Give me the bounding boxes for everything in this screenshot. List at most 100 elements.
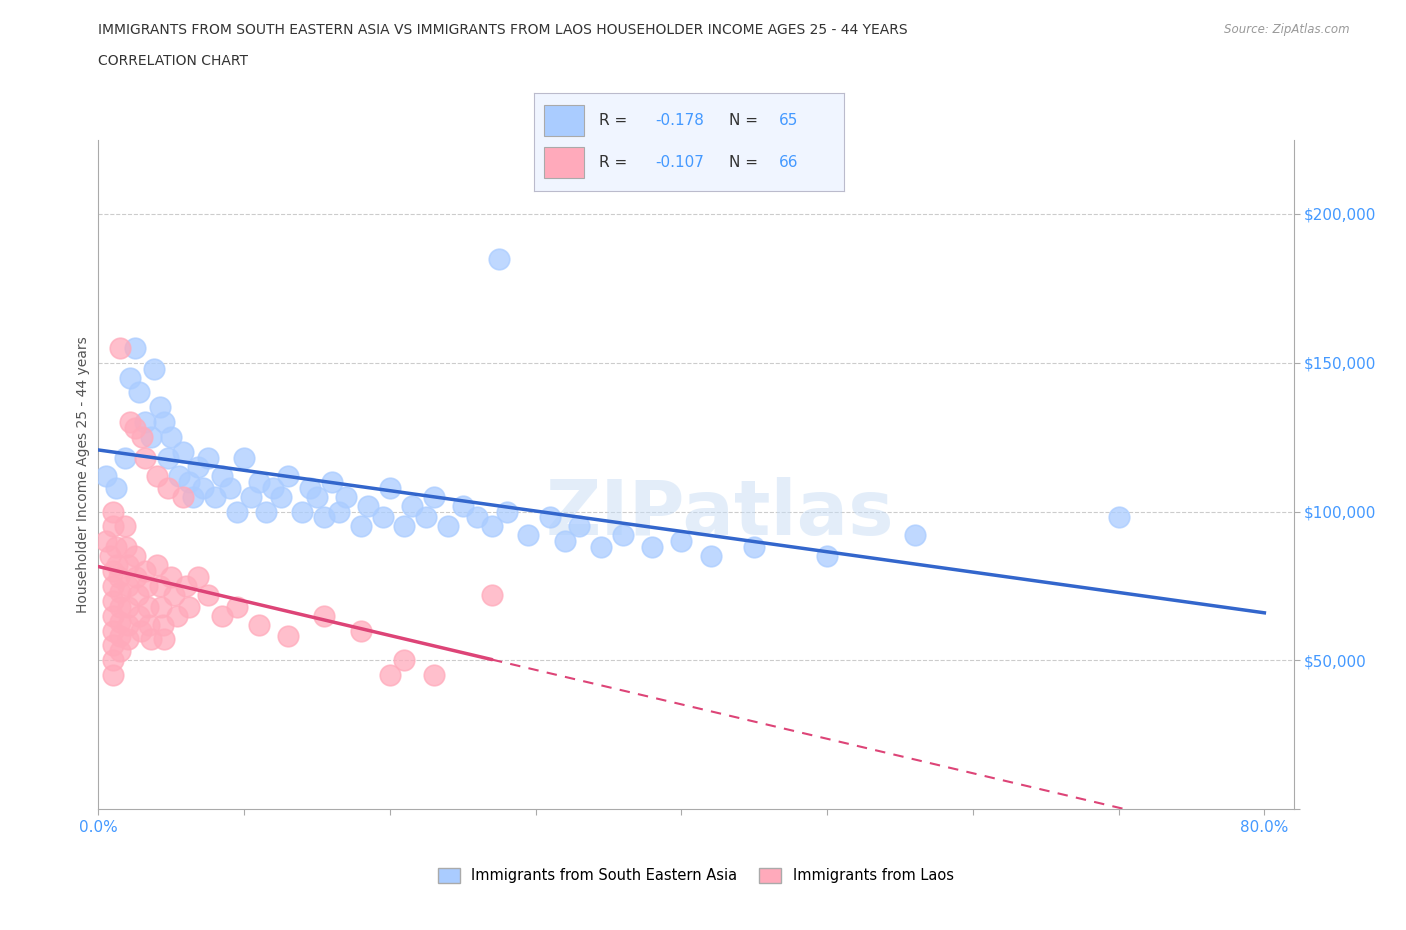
Point (101, 504, 124, 519)
Bar (544, 147, 583, 178)
Point (394, 653, 416, 668)
Point (422, 668, 444, 683)
Text: N =: N = (730, 154, 763, 170)
Point (181, 489, 204, 504)
Point (153, 632, 176, 647)
Point (401, 498, 423, 513)
Point (131, 430, 153, 445)
Point (172, 489, 194, 504)
Point (145, 558, 167, 573)
Point (160, 430, 183, 445)
Point (247, 474, 270, 489)
Point (517, 528, 540, 543)
Bar (544, 105, 583, 136)
Point (350, 623, 373, 638)
Point (225, 504, 247, 519)
Point (142, 361, 165, 376)
Point (129, 623, 152, 638)
Point (193, 480, 215, 495)
Point (270, 489, 292, 504)
Point (437, 519, 460, 534)
Point (101, 638, 124, 653)
Point (110, 629, 132, 644)
Text: R =: R = (599, 154, 633, 170)
Point (167, 469, 190, 484)
Point (128, 608, 150, 623)
Legend: Immigrants from South Eastern Asia, Immigrants from Laos: Immigrants from South Eastern Asia, Immi… (432, 862, 960, 889)
Point (114, 450, 136, 465)
Point (481, 588, 503, 603)
Point (612, 528, 634, 543)
Point (357, 498, 380, 513)
Point (117, 578, 139, 593)
Point (394, 519, 416, 534)
Point (110, 614, 132, 629)
Point (568, 519, 591, 534)
Text: R =: R = (599, 113, 633, 127)
Point (481, 519, 503, 534)
Point (128, 385, 150, 400)
Point (225, 599, 247, 614)
Point (108, 569, 131, 584)
Point (101, 593, 124, 608)
Point (134, 450, 156, 465)
Point (134, 415, 156, 430)
Point (110, 340, 132, 355)
Point (335, 489, 357, 504)
Text: N =: N = (730, 113, 763, 127)
Point (554, 534, 576, 549)
Point (903, 528, 925, 543)
Point (104, 480, 127, 495)
Point (254, 504, 277, 519)
Y-axis label: Householder Income Ages 25 - 44 years: Householder Income Ages 25 - 44 years (76, 336, 90, 613)
Point (150, 599, 173, 614)
Point (117, 599, 139, 614)
Point (277, 629, 299, 644)
Point (467, 510, 489, 525)
Point (127, 588, 149, 603)
Point (153, 415, 176, 430)
Text: CORRELATION CHART: CORRELATION CHART (98, 54, 249, 68)
Point (177, 474, 200, 489)
Point (197, 450, 219, 465)
Point (134, 564, 156, 578)
Point (157, 450, 180, 465)
Point (314, 608, 336, 623)
Point (101, 578, 124, 593)
Point (186, 569, 208, 584)
Point (815, 549, 838, 564)
Point (699, 549, 721, 564)
Point (298, 480, 321, 495)
Point (415, 510, 437, 525)
Point (218, 480, 240, 495)
Point (172, 445, 194, 459)
Text: 66: 66 (779, 154, 799, 170)
Point (321, 474, 343, 489)
Point (160, 569, 183, 584)
Point (139, 430, 162, 445)
Point (152, 618, 174, 632)
Point (135, 578, 157, 593)
Point (114, 519, 136, 534)
Point (98, 549, 121, 564)
Point (378, 480, 401, 495)
Point (671, 534, 693, 549)
Point (145, 469, 167, 484)
Point (451, 498, 474, 513)
Point (186, 459, 208, 474)
Point (125, 569, 148, 584)
Point (211, 608, 233, 623)
Point (197, 588, 219, 603)
Point (117, 558, 139, 573)
Point (233, 450, 256, 465)
Point (110, 644, 132, 658)
Point (120, 370, 142, 385)
Point (328, 504, 350, 519)
Point (174, 578, 197, 593)
Point (211, 469, 233, 484)
Text: -0.178: -0.178 (655, 113, 704, 127)
Point (291, 504, 314, 519)
Point (124, 549, 146, 564)
Point (378, 668, 401, 683)
Point (136, 599, 159, 614)
